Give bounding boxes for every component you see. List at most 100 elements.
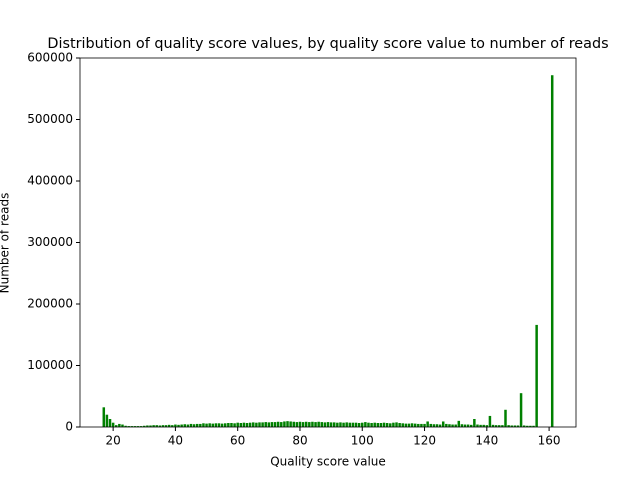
bar: [245, 423, 249, 427]
bar: [127, 426, 130, 427]
bar: [255, 422, 258, 427]
y-tick-label: 300000: [27, 235, 73, 249]
bar: [177, 424, 180, 427]
bar: [320, 422, 324, 427]
bar: [448, 424, 451, 427]
bar: [438, 424, 442, 427]
bar: [301, 422, 305, 427]
bar: [230, 423, 233, 427]
bar: [463, 424, 467, 427]
bar: [304, 421, 308, 427]
bar: [289, 421, 292, 427]
bar: [457, 420, 461, 427]
bar: [227, 423, 230, 427]
bar: [143, 425, 146, 427]
bar: [161, 425, 165, 427]
y-tick-label: 500000: [27, 112, 73, 126]
bar: [466, 424, 470, 427]
bar: [195, 423, 199, 427]
bar: [121, 424, 124, 427]
bar: [217, 423, 221, 427]
bar: [522, 425, 526, 427]
bar: [501, 425, 504, 427]
bar: [367, 422, 370, 427]
plot-frame: [79, 57, 577, 428]
bar: [223, 423, 227, 427]
bar: [354, 422, 358, 427]
bar: [342, 422, 345, 427]
x-axis-label: Quality score value: [270, 455, 386, 469]
bar: [370, 423, 373, 427]
y-tick-label: 400000: [27, 174, 73, 188]
y-tick-label: 0: [65, 420, 73, 434]
bar: [295, 422, 299, 427]
bar: [308, 422, 311, 427]
bar: [361, 422, 364, 427]
x-tick-label: 160: [538, 434, 561, 448]
bar: [211, 423, 215, 427]
bar: [242, 422, 246, 427]
bar: [348, 422, 352, 427]
x-tick-label: 60: [230, 434, 245, 448]
bar: [441, 421, 445, 427]
bar: [180, 424, 183, 427]
bar: [236, 422, 239, 427]
bar: [435, 424, 439, 427]
bar: [426, 421, 429, 427]
x-tick-label: 100: [351, 434, 374, 448]
bar: [183, 424, 187, 427]
bar: [208, 423, 211, 427]
bar: [550, 75, 554, 427]
bar: [167, 424, 171, 427]
bar: [261, 422, 264, 427]
bar: [192, 424, 196, 427]
bar: [385, 423, 389, 427]
bar: [494, 425, 498, 427]
bar: [476, 424, 479, 427]
bar: [329, 422, 333, 427]
bar: [407, 423, 411, 427]
bar: [149, 425, 152, 427]
bar: [233, 423, 236, 427]
bar: [220, 423, 224, 427]
bar: [513, 425, 517, 427]
bar: [357, 423, 361, 427]
bar: [152, 425, 155, 427]
bar: [267, 422, 271, 427]
y-axis-label: Number of reads: [0, 193, 12, 294]
bar: [102, 407, 106, 427]
bar: [111, 422, 115, 427]
bar: [404, 423, 408, 427]
bar: [323, 422, 327, 427]
bar: [273, 422, 277, 427]
x-tick-label: 140: [475, 434, 498, 448]
bar: [332, 422, 336, 427]
x-tick-label: 80: [292, 434, 307, 448]
bar: [451, 424, 454, 427]
bar: [280, 422, 283, 427]
chart-title: Distribution of quality score values, by…: [47, 36, 608, 52]
bar: [395, 422, 398, 427]
bar: [379, 423, 383, 427]
bar: [423, 423, 426, 427]
bar: [382, 422, 386, 427]
bar: [205, 423, 208, 427]
bar: [373, 422, 376, 427]
bar: [124, 425, 127, 427]
bar: [445, 423, 448, 427]
bar: [214, 423, 218, 427]
bar: [155, 425, 158, 427]
bar: [510, 425, 513, 427]
bar: [283, 421, 286, 427]
y-tick-label: 200000: [27, 297, 73, 311]
bar: [311, 421, 314, 427]
bar: [469, 424, 473, 427]
bar: [314, 422, 317, 427]
bar: [146, 425, 149, 427]
bar: [529, 425, 532, 427]
bar: [432, 424, 436, 427]
bar: [376, 423, 380, 427]
bar: [115, 425, 118, 427]
bar: [186, 424, 190, 427]
bar: [286, 421, 289, 427]
